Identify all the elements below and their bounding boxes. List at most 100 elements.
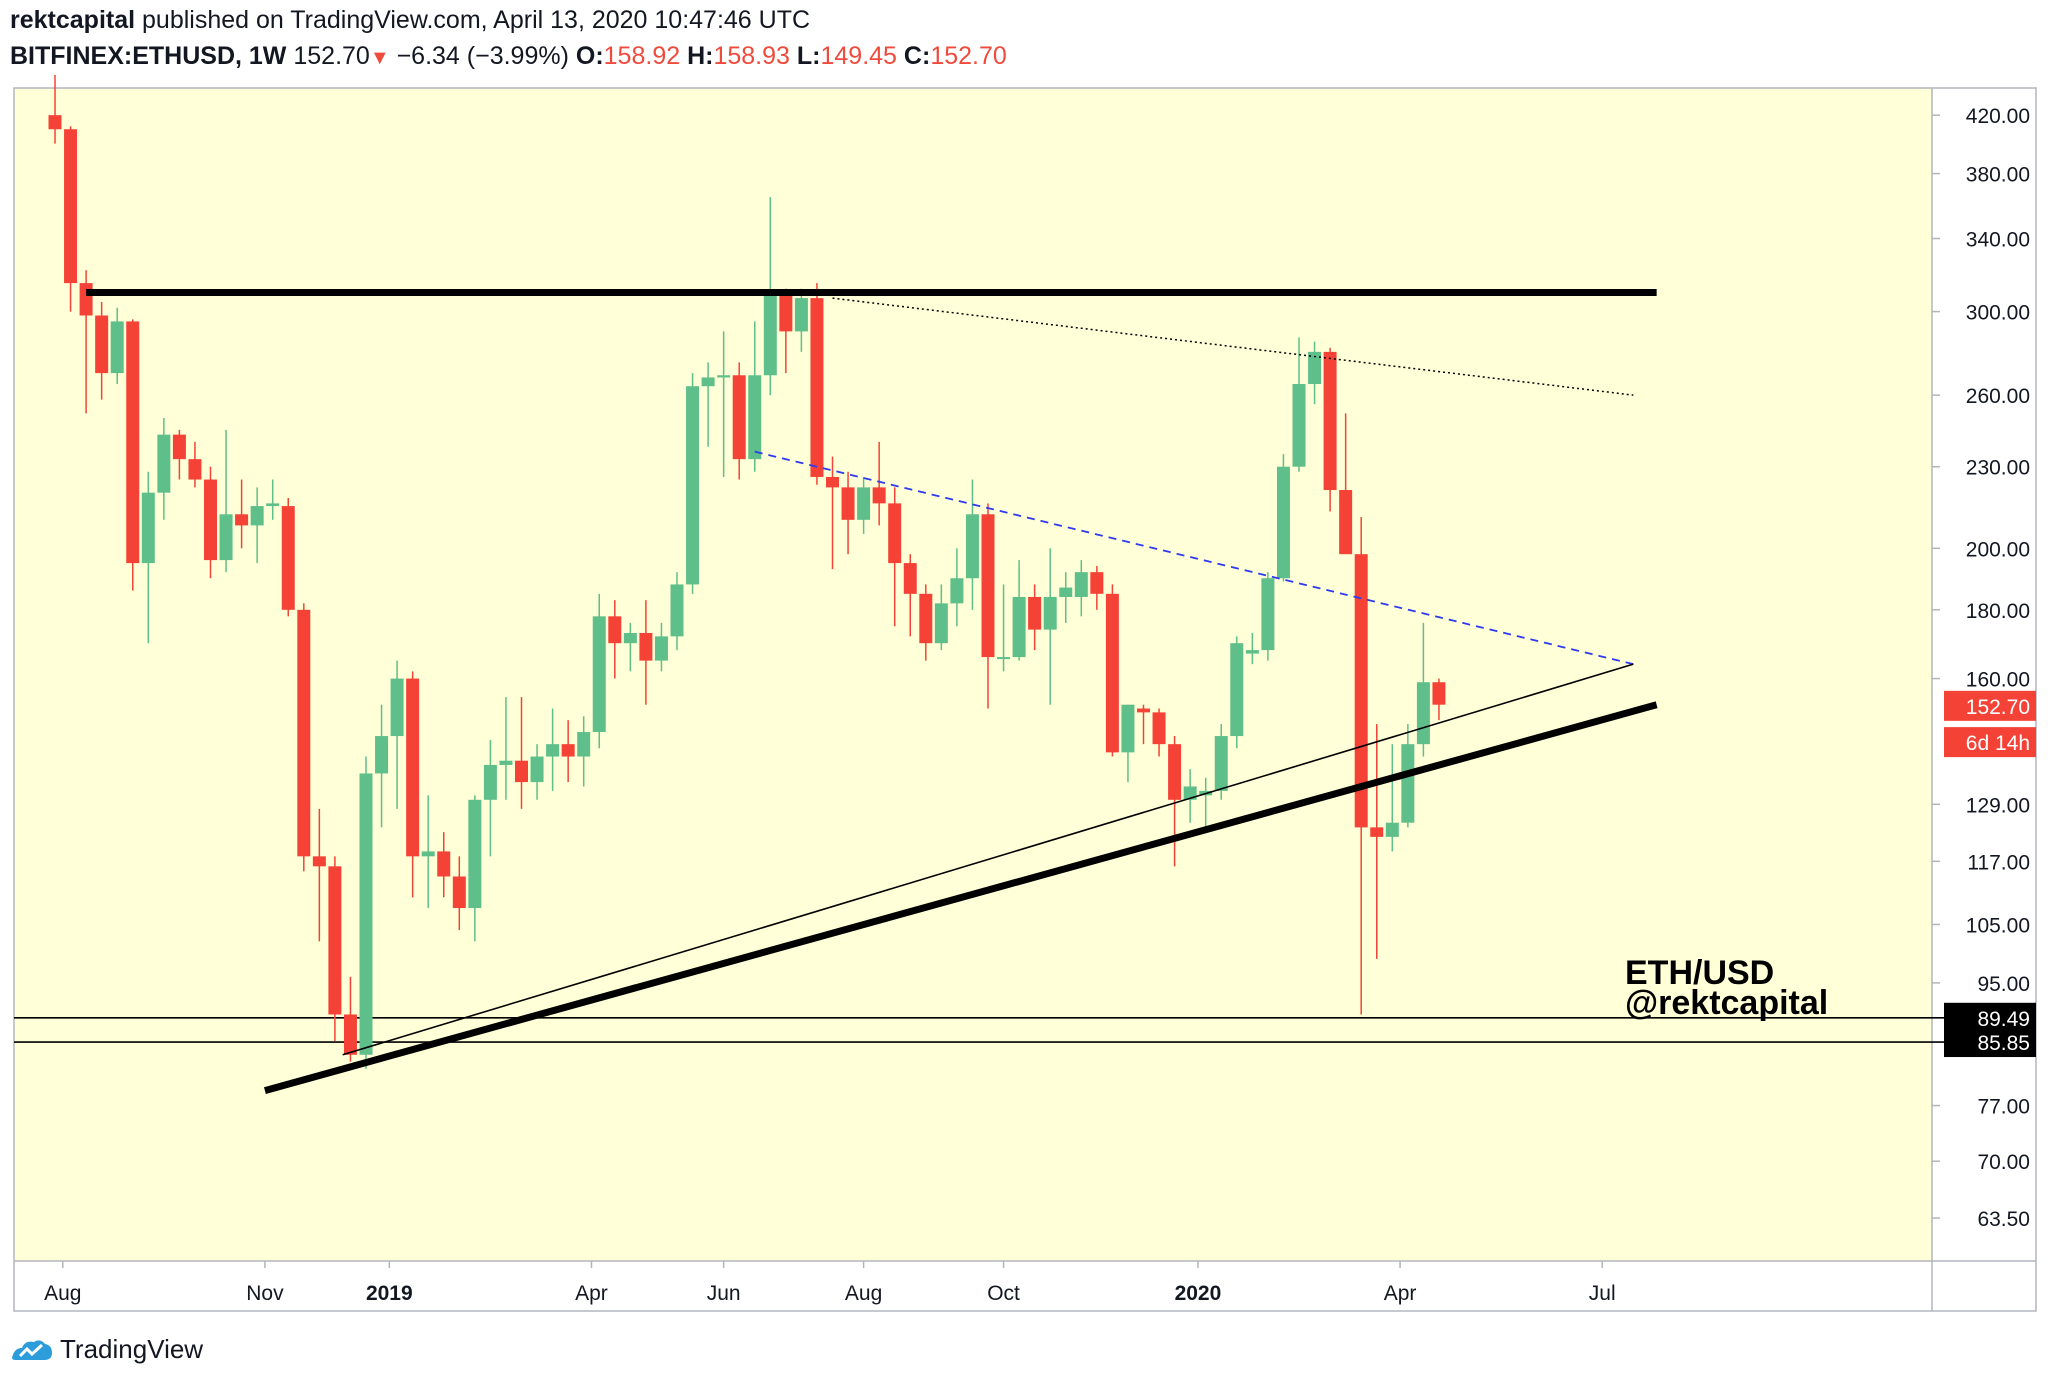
- candle-up[interactable]: [499, 697, 513, 800]
- candle-down[interactable]: [64, 126, 78, 312]
- candle-up[interactable]: [421, 795, 435, 909]
- candle-up[interactable]: [1385, 744, 1399, 852]
- candle-up[interactable]: [219, 429, 233, 573]
- candle-up[interactable]: [266, 479, 280, 520]
- candle-body: [717, 375, 731, 378]
- thin-support-trendline[interactable]: [342, 663, 1634, 1056]
- candle-down[interactable]: [1168, 736, 1182, 867]
- thick-support-trendline[interactable]: [263, 701, 1658, 1094]
- candle-up[interactable]: [1292, 337, 1306, 472]
- candle-down[interactable]: [1323, 347, 1337, 512]
- candle-up[interactable]: [157, 418, 171, 520]
- candle-down[interactable]: [204, 466, 217, 579]
- candle-down[interactable]: [437, 832, 451, 898]
- candle-down[interactable]: [779, 288, 793, 374]
- candle-down[interactable]: [1354, 517, 1368, 1015]
- candle-down[interactable]: [1028, 584, 1042, 651]
- candle-up[interactable]: [997, 584, 1011, 672]
- candle-up[interactable]: [794, 288, 808, 352]
- candle-down[interactable]: [328, 856, 342, 1042]
- candle-body: [1416, 682, 1430, 745]
- candle-down[interactable]: [312, 808, 326, 942]
- candle-up[interactable]: [1074, 560, 1088, 617]
- candle-down[interactable]: [95, 301, 109, 400]
- candle-down[interactable]: [810, 283, 824, 485]
- candle-up[interactable]: [1012, 560, 1026, 661]
- candle-body: [934, 603, 948, 644]
- candle-down[interactable]: [48, 74, 62, 144]
- candle-down[interactable]: [1152, 708, 1166, 757]
- candle-down[interactable]: [126, 319, 140, 591]
- candle-up[interactable]: [950, 548, 964, 627]
- candle-up[interactable]: [390, 660, 404, 809]
- candle-down[interactable]: [1339, 413, 1353, 555]
- author-name[interactable]: rektcapital: [10, 6, 136, 34]
- candle-down[interactable]: [608, 600, 622, 679]
- candle-up[interactable]: [1276, 454, 1290, 582]
- candle-up[interactable]: [965, 479, 979, 610]
- candle-up[interactable]: [623, 622, 637, 672]
- candle-down[interactable]: [872, 441, 886, 526]
- footer-brand[interactable]: TradingView: [10, 1334, 203, 1365]
- candle-up[interactable]: [701, 362, 715, 447]
- symbol-label[interactable]: BITFINEX:ETHUSD, 1W: [10, 42, 287, 70]
- candle-up[interactable]: [857, 476, 871, 534]
- candle-up[interactable]: [468, 795, 482, 942]
- candle-up[interactable]: [1043, 548, 1057, 705]
- candle-up[interactable]: [483, 740, 497, 857]
- candle-up[interactable]: [1245, 632, 1259, 665]
- candle-down[interactable]: [1090, 566, 1104, 610]
- candle-down[interactable]: [235, 479, 249, 549]
- candle-down[interactable]: [406, 671, 420, 898]
- candle-down[interactable]: [561, 720, 575, 783]
- candle-up[interactable]: [1214, 724, 1228, 800]
- candle-down[interactable]: [826, 456, 839, 570]
- candle-body: [592, 616, 606, 733]
- candle-up[interactable]: [530, 744, 544, 800]
- candle-up[interactable]: [110, 307, 124, 385]
- candle-up[interactable]: [670, 572, 684, 651]
- candle-body: [48, 115, 62, 130]
- candle-up[interactable]: [763, 197, 777, 396]
- candle-up[interactable]: [1059, 572, 1073, 623]
- candle-up[interactable]: [375, 704, 389, 828]
- candle-up[interactable]: [748, 321, 762, 472]
- candle-down[interactable]: [172, 429, 186, 480]
- candle-down[interactable]: [1432, 678, 1446, 721]
- candle-down[interactable]: [281, 497, 295, 617]
- candle-down[interactable]: [888, 487, 902, 627]
- candle-down[interactable]: [188, 441, 202, 488]
- candle-down[interactable]: [639, 600, 653, 705]
- candle-down[interactable]: [452, 856, 466, 931]
- candle-down[interactable]: [1137, 704, 1150, 745]
- candle-up[interactable]: [717, 331, 731, 477]
- candle-up[interactable]: [686, 373, 700, 594]
- candle-down[interactable]: [903, 554, 917, 637]
- candle-up[interactable]: [359, 756, 373, 1069]
- x-tick-label: Apr: [575, 1282, 608, 1305]
- candle-down[interactable]: [343, 976, 357, 1062]
- candle-up[interactable]: [141, 471, 155, 644]
- candle-up[interactable]: [1261, 572, 1275, 661]
- candle-down[interactable]: [515, 697, 528, 809]
- candle-body: [312, 856, 326, 867]
- candle-down[interactable]: [297, 603, 311, 872]
- candle-up[interactable]: [577, 716, 591, 787]
- candle-up[interactable]: [1230, 636, 1244, 749]
- candle-down[interactable]: [1370, 724, 1384, 959]
- candle-down[interactable]: [732, 362, 746, 480]
- candle-up[interactable]: [546, 708, 560, 791]
- candle-body: [328, 866, 342, 1015]
- candle-up[interactable]: [592, 593, 606, 749]
- candle-down[interactable]: [981, 503, 995, 709]
- candle-up[interactable]: [1308, 341, 1322, 405]
- candle-up[interactable]: [934, 584, 948, 651]
- candle-down[interactable]: [841, 471, 855, 555]
- dashed-blue-trendline[interactable]: [754, 450, 1634, 666]
- candle-up[interactable]: [250, 487, 264, 564]
- candle-down[interactable]: [919, 584, 933, 661]
- candle-up[interactable]: [1121, 704, 1135, 783]
- candle-down[interactable]: [1105, 584, 1119, 757]
- candle-up[interactable]: [654, 622, 668, 672]
